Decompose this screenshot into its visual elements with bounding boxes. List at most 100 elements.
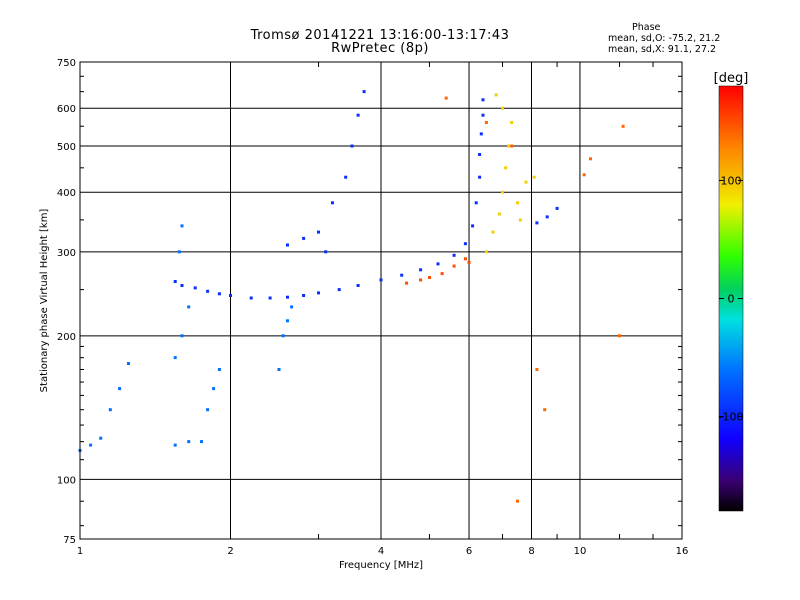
data-point [535, 368, 539, 371]
data-point [217, 368, 221, 371]
data-point [118, 387, 122, 391]
colorbar-tick-label: 100 [721, 174, 742, 187]
data-point [281, 334, 285, 338]
y-axis-label: Stationary phase Virtual Height [km] [39, 209, 50, 393]
data-point [277, 368, 281, 371]
data-point [501, 190, 504, 194]
data-point [127, 362, 130, 365]
data-point [180, 334, 184, 338]
data-point [419, 278, 423, 282]
data-point [173, 443, 177, 447]
y-tick-label: 400 [57, 188, 76, 199]
y-tick-label: 750 [57, 58, 76, 69]
data-point [501, 106, 504, 110]
grid-lines [80, 62, 682, 539]
data-point [452, 264, 456, 268]
data-point [419, 268, 423, 272]
data-point [286, 295, 289, 299]
data-point [545, 215, 549, 219]
data-point [317, 230, 320, 234]
data-point [618, 334, 621, 338]
colorbar-tick-label: 0 [728, 293, 735, 306]
data-point [516, 499, 519, 503]
data-point [444, 96, 448, 100]
data-point [535, 221, 539, 225]
data-point [187, 305, 191, 309]
x-tick-label: 2 [227, 546, 233, 557]
data-point [108, 408, 112, 412]
phase-stats-heading: Phase [632, 22, 661, 33]
y-tick-label: 100 [57, 475, 76, 486]
data-point [543, 408, 547, 412]
plot-frame [79, 61, 683, 540]
data-point [440, 272, 444, 276]
x-tick-label: 16 [676, 546, 689, 557]
x-tick-label: 4 [378, 546, 384, 557]
data-point [379, 278, 383, 282]
data-point [484, 121, 488, 124]
data-point [463, 242, 467, 246]
data-point [518, 218, 522, 222]
data-point [249, 296, 253, 300]
phase-stats-x: mean, sd,X: 91.1, 27.2 [608, 44, 717, 55]
phase-colorbar: [deg] 100 0 -100 [714, 71, 748, 512]
data-points [78, 90, 625, 503]
data-point [504, 166, 508, 170]
data-point [510, 121, 514, 124]
data-point [474, 201, 478, 205]
data-point [452, 253, 456, 257]
colorbar-tick-label: -100 [719, 411, 744, 424]
data-point [484, 250, 488, 254]
data-point [507, 144, 511, 148]
data-point [532, 175, 536, 179]
phase-stats-o: mean, sd,O: -75.2, 21.2 [608, 33, 721, 44]
data-point [481, 98, 485, 102]
y-tick-label: 500 [57, 142, 76, 153]
data-point [212, 387, 216, 391]
data-point [317, 291, 320, 295]
colorbar-ticks: 100 0 -100 [719, 174, 744, 423]
y-tick-label: 300 [57, 248, 76, 259]
data-point [268, 296, 272, 300]
data-point [478, 153, 482, 156]
phase-stats: Phase mean, sd,O: -75.2, 21.2 mean, sd,X… [608, 22, 768, 55]
data-point [356, 284, 360, 287]
data-point [286, 243, 289, 247]
data-point [497, 212, 501, 216]
data-point [206, 408, 210, 412]
data-point [331, 201, 334, 205]
data-point [180, 224, 184, 228]
data-point [555, 206, 559, 210]
data-point [89, 443, 93, 447]
data-point [302, 294, 306, 297]
data-point [510, 144, 514, 148]
data-point [337, 288, 341, 292]
data-point [481, 113, 485, 117]
data-point [302, 236, 306, 240]
x-tick-label: 8 [528, 546, 534, 557]
data-point [350, 144, 354, 148]
data-point [405, 281, 409, 285]
data-point [173, 280, 177, 283]
data-point [187, 440, 191, 444]
y-tick-label: 200 [57, 332, 76, 343]
data-point [206, 289, 210, 293]
data-point [479, 132, 483, 136]
data-point [177, 250, 181, 254]
data-point [324, 250, 328, 254]
data-point [290, 305, 294, 309]
data-point [491, 230, 495, 234]
axis-ticks: 1 2 4 6 8 10 16 75 100 200 300 400 500 600 750 [57, 58, 688, 557]
data-point [356, 113, 360, 117]
chart-title: Tromsø 20141221 13:16:00-13:17:43 [250, 28, 510, 43]
data-point [428, 276, 431, 279]
data-point [524, 180, 528, 184]
data-point [229, 294, 232, 297]
data-point [516, 201, 519, 205]
x-tick-label: 6 [466, 546, 472, 557]
chart-subtitle: RwPretec (8p) [331, 41, 429, 56]
data-point [494, 93, 498, 97]
data-point [400, 273, 404, 277]
